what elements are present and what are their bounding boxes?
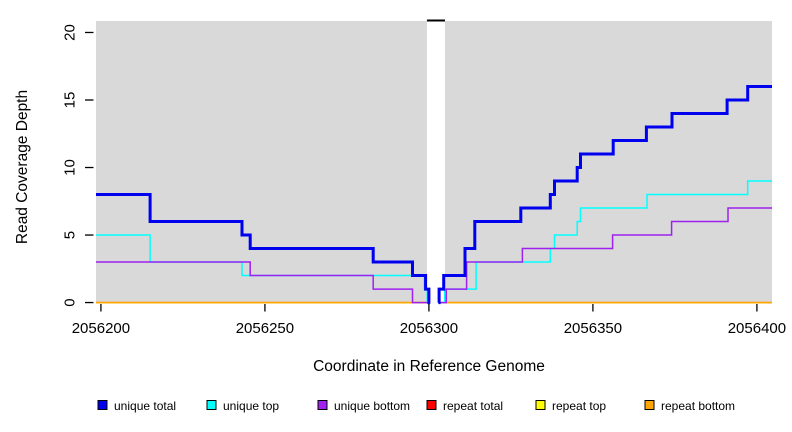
legend-swatch-unique_total xyxy=(97,400,108,410)
legend-label-repeat_bottom: repeat bottom xyxy=(661,399,735,413)
y-tick-label: 20 xyxy=(62,24,79,41)
plot-panel xyxy=(96,19,772,304)
legend: unique total unique top unique bottom repea… xyxy=(97,399,735,413)
x-tick-label: 2056300 xyxy=(400,320,458,337)
y-tick-label: 15 xyxy=(62,92,79,109)
legend-item: unique top xyxy=(206,399,279,413)
x-tick-label: 2056250 xyxy=(236,320,294,337)
legend-item: unique bottom xyxy=(317,399,410,413)
x-axis-title: Coordinate in Reference Genome xyxy=(313,358,545,375)
y-axis-title: Read Coverage Depth xyxy=(14,90,31,244)
series-unique_total-line xyxy=(437,85,772,305)
series-unique_total-line xyxy=(96,193,431,305)
legend-item: unique total xyxy=(97,399,176,413)
coverage-gap-mask xyxy=(426,20,445,304)
x-tick-label: 2056400 xyxy=(728,320,786,337)
legend-label-unique_top: unique top xyxy=(223,399,279,413)
axes: 2056200 2056250 2056300 2056350 2056400 0 5 10 1… xyxy=(62,24,787,337)
legend-swatch-repeat_total xyxy=(426,400,437,410)
x-tick-label: 2056200 xyxy=(72,320,130,337)
legend-swatch-repeat_bottom xyxy=(644,400,655,410)
series-unique_top-line xyxy=(438,180,772,304)
legend-label-unique_total: unique total xyxy=(114,399,176,413)
legend-label-repeat_total: repeat total xyxy=(443,399,503,413)
x-tick-label: 2056350 xyxy=(564,320,622,337)
legend-label-unique_bottom: unique bottom xyxy=(334,399,410,413)
y-tick-label: 0 xyxy=(62,298,79,306)
legend-item: repeat total xyxy=(426,399,503,413)
legend-label-repeat_top: repeat top xyxy=(552,399,606,413)
legend-item: repeat bottom xyxy=(644,399,735,413)
legend-item: repeat top xyxy=(535,399,606,413)
series-unique_bottom-line xyxy=(438,207,772,304)
legend-swatch-unique_top xyxy=(206,400,217,410)
legend-swatch-repeat_top xyxy=(535,400,546,410)
y-tick-label: 5 xyxy=(62,231,79,239)
gap-mask-top-edge xyxy=(426,19,445,22)
series-lines xyxy=(96,85,772,305)
y-tick-label: 10 xyxy=(62,159,79,176)
series-unique_bottom-line xyxy=(96,261,431,304)
legend-swatch-unique_bottom xyxy=(317,400,328,410)
